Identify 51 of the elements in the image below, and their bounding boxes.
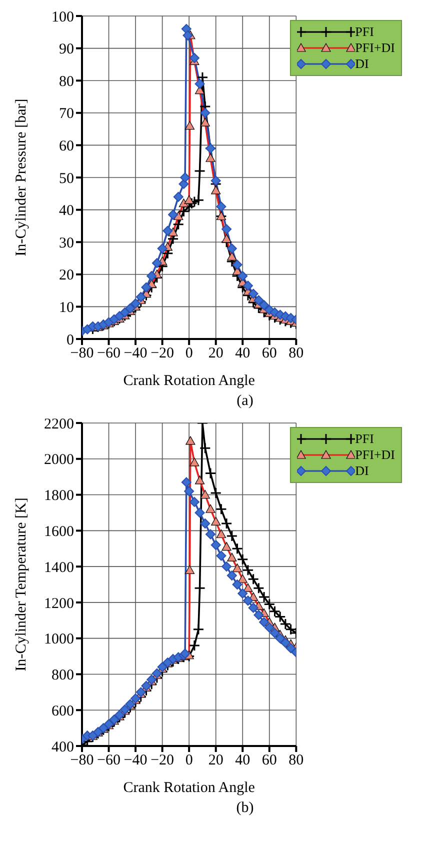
- y-tick-label: 600: [52, 703, 74, 720]
- x-axis-title: Crank Rotation Angle: [123, 780, 256, 796]
- y-tick-label: 60: [59, 138, 74, 155]
- y-axis-title: In-Cylinder Pressure [bar]: [13, 98, 30, 256]
- y-tick-label: 400: [52, 739, 74, 756]
- x-tick-label: 80: [288, 752, 304, 769]
- y-tick-label: 40: [59, 203, 74, 220]
- x-tick-label: 40: [235, 752, 250, 769]
- x-tick-label: 60: [262, 752, 277, 769]
- x-axis-title: Crank Rotation Angle: [123, 373, 256, 389]
- legend-label: DI: [355, 56, 369, 72]
- y-tick-label: 20: [59, 268, 74, 284]
- y-tick-label: 2000: [44, 452, 74, 468]
- x-tick-label: 60: [262, 346, 277, 362]
- x-tick-label: −60: [97, 752, 121, 769]
- x-tick-label: 20: [208, 752, 224, 769]
- y-tick-label: 0: [66, 332, 74, 348]
- y-tick-label: 1400: [44, 560, 74, 576]
- y-tick-label: 80: [59, 74, 74, 90]
- x-tick-label: −40: [124, 752, 148, 769]
- y-axis-title: In-Cylinder Temperature [K]: [13, 498, 30, 672]
- y-tick-label: 30: [59, 235, 74, 252]
- y-tick-label: 1000: [44, 632, 74, 648]
- y-tick-label: 50: [59, 170, 74, 187]
- y-tick-label: 1200: [44, 596, 74, 612]
- x-tick-label: 0: [185, 346, 193, 362]
- x-tick-label: −60: [97, 346, 121, 362]
- text: (b): [235, 800, 255, 818]
- y-tick-label: 10: [59, 300, 74, 316]
- legend-label: DI: [355, 463, 369, 479]
- text: (a): [236, 393, 254, 411]
- x-tick-label: −80: [70, 346, 94, 362]
- legend-label: PFI+DI: [355, 447, 395, 463]
- x-tick-label: −40: [124, 346, 148, 362]
- x-tick-label: 20: [208, 346, 224, 362]
- x-tick-label: −20: [150, 346, 174, 362]
- legend-label: PFI: [355, 24, 374, 40]
- x-tick-label: 80: [288, 346, 304, 362]
- y-tick-label: 90: [59, 42, 74, 58]
- y-tick-label: 2200: [44, 416, 74, 432]
- y-tick-label: 1600: [44, 524, 74, 540]
- legend-label: PFI+DI: [355, 40, 395, 56]
- y-tick-label: 100: [52, 9, 74, 26]
- x-tick-label: 40: [235, 346, 250, 362]
- y-tick-label: 70: [59, 106, 74, 122]
- x-tick-label: −80: [70, 752, 94, 769]
- legend-label: PFI: [355, 431, 374, 447]
- x-tick-label: 0: [185, 752, 193, 769]
- y-tick-label: 1800: [44, 488, 74, 504]
- y-tick-label: 800: [52, 668, 74, 684]
- x-tick-label: −20: [150, 752, 174, 769]
